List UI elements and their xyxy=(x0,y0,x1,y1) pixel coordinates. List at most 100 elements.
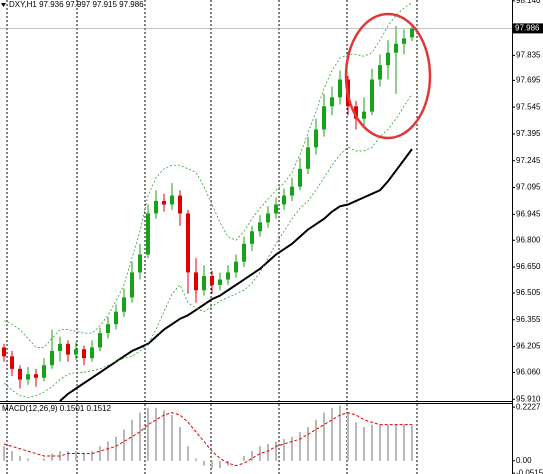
candle-body xyxy=(98,333,102,348)
macd-bar xyxy=(395,424,397,461)
y-tick-label: 95.910 xyxy=(516,394,541,403)
candle-body xyxy=(354,106,358,119)
candle-body xyxy=(58,343,62,351)
macd-bar xyxy=(267,443,269,461)
candle-body xyxy=(282,195,286,205)
macd-bar xyxy=(115,436,117,461)
macd-bar xyxy=(219,460,221,468)
y-tick-label: 97.095 xyxy=(516,183,541,192)
macd-bar xyxy=(75,451,77,461)
macd-bar xyxy=(363,427,365,461)
y-tick-label: 97.395 xyxy=(516,129,541,138)
macd-bar xyxy=(299,431,301,461)
macd-bar xyxy=(51,453,53,461)
macd-bar xyxy=(211,460,213,468)
candle-body xyxy=(314,129,318,148)
macd-bar xyxy=(323,412,325,461)
candle-body xyxy=(18,368,22,380)
candle-body xyxy=(338,79,342,98)
candle-body xyxy=(298,168,302,187)
candle-body xyxy=(10,356,14,369)
candle-body xyxy=(42,365,46,378)
candle-body xyxy=(258,222,262,232)
candle-body xyxy=(66,343,70,355)
y-tick-label: 97.245 xyxy=(516,156,541,165)
macd-bar xyxy=(291,436,293,461)
candle-body xyxy=(186,213,190,273)
macd-bar xyxy=(347,412,349,461)
candle-body xyxy=(154,200,158,214)
symbol-icon xyxy=(1,3,6,7)
moving-average xyxy=(59,148,413,401)
y-tick-label: 98.140 xyxy=(516,0,541,5)
y-tick-label: 96.650 xyxy=(516,262,541,271)
candle-body xyxy=(162,200,166,205)
macd-bar xyxy=(11,451,13,461)
current-price-box xyxy=(513,23,543,34)
y-tick-label: 96.060 xyxy=(516,368,541,377)
macd-bar xyxy=(379,424,381,461)
macd-bar xyxy=(3,446,5,461)
macd-bar xyxy=(411,424,413,461)
macd-bar xyxy=(251,451,253,461)
candle-body xyxy=(226,272,230,280)
candle-body xyxy=(82,349,86,359)
candle-body xyxy=(106,324,110,334)
candle-body xyxy=(242,243,246,262)
macd-bar xyxy=(187,446,189,461)
y-tick-label: 0.2227 xyxy=(516,402,541,411)
macd-bar xyxy=(123,429,125,461)
price-panel xyxy=(0,2,512,401)
y-tick-label: 0.00 xyxy=(516,456,532,465)
macd-bar xyxy=(43,458,45,461)
period-separators xyxy=(6,0,418,474)
highlight-ellipse xyxy=(344,12,432,140)
macd-bar xyxy=(155,407,157,461)
macd-bar xyxy=(339,405,341,461)
macd-bar xyxy=(195,458,197,461)
macd-bar xyxy=(179,427,181,461)
macd-bar xyxy=(315,419,317,461)
candle-body xyxy=(322,106,326,130)
candle-body xyxy=(146,213,150,255)
candle-body xyxy=(138,254,142,273)
macd-bar xyxy=(259,446,261,461)
band-line xyxy=(3,93,413,398)
candle-body xyxy=(74,349,78,355)
macd-bar xyxy=(139,412,141,461)
candle-body xyxy=(274,204,278,214)
macd-bar xyxy=(27,458,29,461)
signal-line xyxy=(3,412,413,467)
candle-body xyxy=(122,297,126,312)
candle-body xyxy=(266,213,270,223)
y-tick-label: 96.205 xyxy=(516,342,541,351)
candle-body xyxy=(114,311,118,325)
macd-bar xyxy=(307,427,309,461)
macd-bar xyxy=(355,422,357,461)
candle-body xyxy=(394,43,398,53)
macd-title: MACD(12,26,9) 0.1501 0.1512 xyxy=(2,404,112,413)
candle-body xyxy=(194,272,198,291)
y-tick-label: 97.695 xyxy=(516,75,541,84)
candle-body xyxy=(362,111,366,119)
band-line xyxy=(3,2,413,348)
macd-bar xyxy=(67,451,69,461)
candle-body xyxy=(170,195,174,205)
macd-panel xyxy=(3,405,413,468)
macd-bar xyxy=(163,410,165,461)
candle-body xyxy=(178,195,182,214)
y-tick-label: 96.505 xyxy=(516,288,541,297)
macd-bar xyxy=(371,424,373,461)
candle-body xyxy=(130,272,134,298)
macd-bar xyxy=(203,460,205,466)
candle-body xyxy=(370,79,374,112)
candle-body xyxy=(210,275,214,285)
macd-bar xyxy=(171,415,173,461)
candle-body xyxy=(330,97,334,107)
macd-bar xyxy=(387,424,389,461)
macd-bar xyxy=(91,451,93,461)
macd-bar xyxy=(283,439,285,461)
candle-body xyxy=(386,52,390,66)
macd-bar xyxy=(99,446,101,461)
